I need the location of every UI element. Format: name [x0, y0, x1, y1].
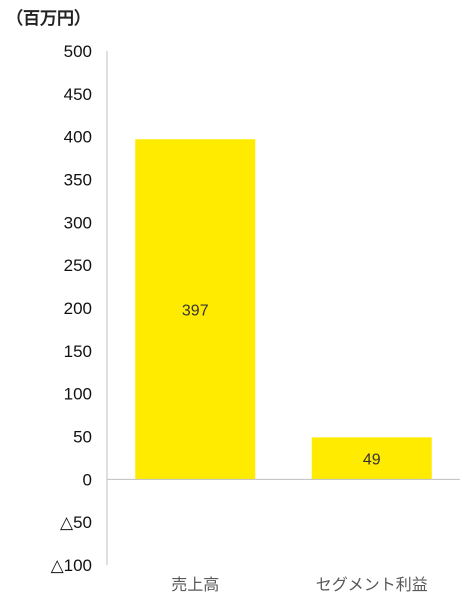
y-tick-label: 350 — [64, 171, 92, 190]
x-axis: 売上高 セグメント利益 — [107, 478, 460, 594]
x-category-label: セグメント利益 — [316, 575, 428, 594]
unit-label: （百万円） — [6, 8, 91, 29]
y-tick-label: 300 — [64, 213, 92, 232]
bar-1 — [135, 139, 256, 480]
y-tick-label: 500 — [64, 42, 92, 61]
y-tick-label: 450 — [64, 85, 92, 104]
y-tick-label: 200 — [64, 299, 92, 318]
x-category-label: 売上高 — [171, 575, 219, 594]
y-tick-label: 50 — [73, 428, 92, 447]
y-tick-label: 0 — [83, 470, 92, 489]
y-tick-label: 250 — [64, 256, 92, 275]
y-tick-label: △100 — [51, 556, 92, 575]
data-label: 397 — [182, 302, 209, 319]
y-tick-label: △50 — [60, 513, 92, 532]
bars: 397 49 — [135, 139, 432, 480]
y-tick-label: 150 — [64, 342, 92, 361]
y-tick-label: 400 — [64, 128, 92, 147]
y-tick-label: 100 — [64, 385, 92, 404]
bar-2 — [311, 437, 432, 480]
data-label: 49 — [363, 451, 381, 468]
